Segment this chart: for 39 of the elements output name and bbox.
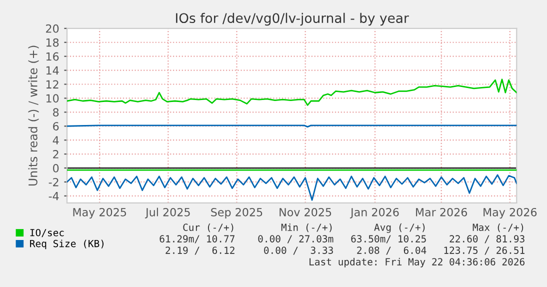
text: 22.60 / 81.93 [450, 235, 524, 244]
text: Last update: Fri May 22 04:36:06 2026 [310, 258, 524, 268]
x-tick-label: Jan 2026 [350, 208, 399, 218]
text: 2.08 / 6.04 [357, 246, 426, 255]
x-tick-label: Sep 2025 [211, 208, 262, 219]
text: Min (-/+) [281, 223, 332, 232]
text: Cur (-/+) [183, 223, 234, 232]
legend-label: Req Size (KB) [30, 240, 104, 250]
x-tick-label: May 2025 [73, 208, 126, 219]
y-tick-label: 2 [53, 150, 58, 158]
y-tick-label: 4 [52, 136, 59, 144]
text: Avg (-/+) [374, 223, 425, 233]
y-tick-label: 20 [46, 24, 59, 33]
chart-title: IOs for /dev/vg0/lv-journal - by year [176, 12, 409, 26]
y-tick-label: 12 [46, 80, 58, 88]
y-tick-label: -2 [48, 178, 58, 186]
y-tick-label: -4 [48, 192, 59, 200]
y-tick-label: 8 [53, 108, 59, 117]
y-tick-label: 6 [53, 122, 59, 131]
text: 63.50m/ 10.25 [351, 235, 426, 244]
y-tick-label: 10 [46, 94, 59, 103]
text: 0.00 / 27.03m [258, 235, 334, 244]
x-tick-label: Jul 2025 [144, 208, 190, 218]
text: 0.00 / 3.33 [264, 246, 333, 255]
legend-label: IO/sec [30, 228, 64, 238]
y-tick-label: 0 [53, 164, 59, 172]
text: 123.75 / 26.51 [444, 246, 524, 255]
y-tick-label: 16 [46, 52, 59, 61]
y-tick-label: 18 [46, 38, 59, 47]
x-tick-label: Nov 2025 [280, 208, 332, 216]
line-series [67, 174, 517, 201]
text: 2.19 / 6.12 [166, 246, 234, 255]
line-series [67, 78, 517, 106]
x-tick-label: Mar 2026 [416, 208, 468, 216]
y-tick-label: 14 [46, 66, 59, 75]
text: Max (-/+) [472, 223, 524, 232]
text: 61.29m/ 10.77 [160, 235, 234, 244]
y-axis-title: Units read (-) / write (+) [28, 46, 39, 186]
x-tick-label: May 2026 [484, 208, 537, 219]
